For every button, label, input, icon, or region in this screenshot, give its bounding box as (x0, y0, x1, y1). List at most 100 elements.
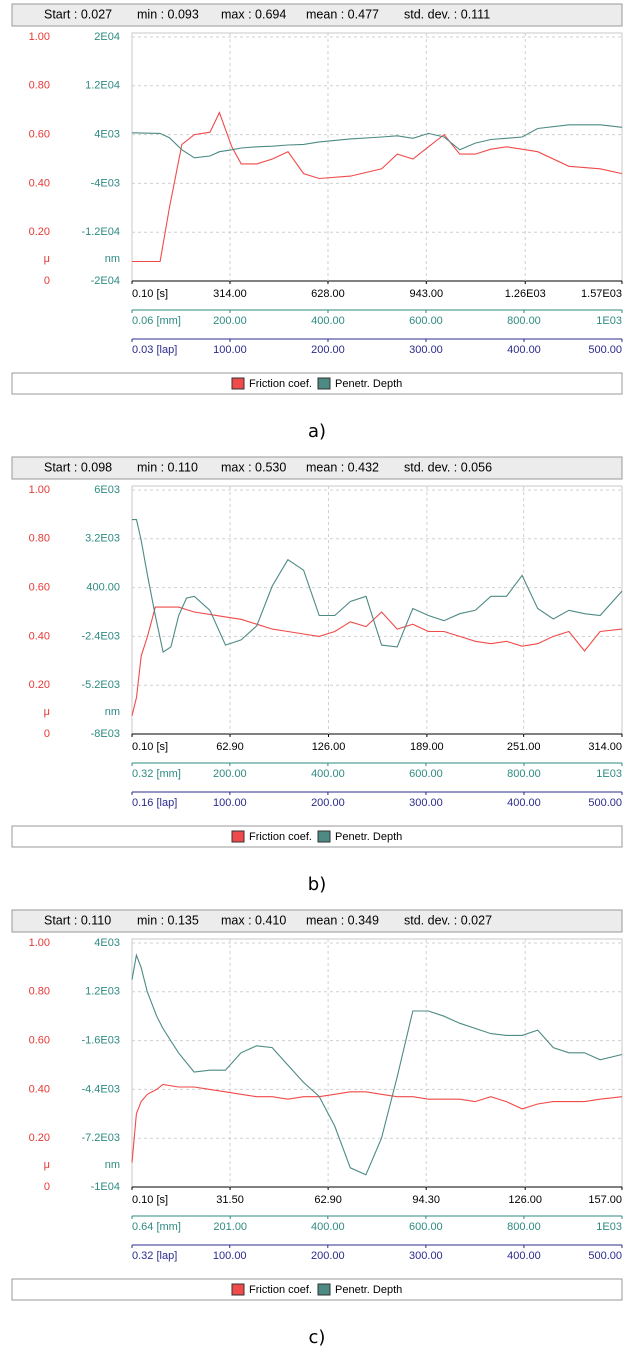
x-tick-label: 100.00 (213, 344, 247, 356)
series-line (131, 953, 623, 1176)
y2-tick-label: 400.00 (86, 582, 120, 594)
y2-tick-label: 4E03 (94, 937, 120, 949)
x-tick-label: 0.06 [mm] (132, 315, 181, 327)
legend-label: Friction coef. (249, 831, 312, 843)
x-tick-label: 314.00 (213, 288, 247, 300)
x-tick-label: 1.26E03 (505, 288, 546, 300)
y-tick-label: 0.60 (29, 582, 50, 594)
stat-text: max : 0.530 (221, 460, 286, 474)
x-tick-label: 1E03 (596, 315, 622, 327)
x-tick-label: 100.00 (213, 797, 247, 809)
x-tick-label: 500.00 (588, 344, 622, 356)
series-line (131, 606, 623, 716)
y2-unit: nm (105, 253, 120, 265)
x-tick-label: 500.00 (588, 1250, 622, 1262)
x-tick-label: 200.00 (311, 1250, 345, 1262)
panel-caption: b) (308, 874, 326, 895)
legend-box (11, 825, 623, 848)
x-tick-label: 200.00 (311, 344, 345, 356)
legend-swatch (231, 830, 245, 843)
y-tick-label: 0 (44, 1181, 50, 1193)
plot-area (131, 32, 623, 282)
stat-text: min : 0.110 (137, 460, 198, 474)
y2-tick-label: 6E03 (94, 484, 120, 496)
x-tick-label: 314.00 (588, 741, 622, 753)
x-tick-label: 400.00 (507, 797, 541, 809)
x-tick-label: 200.00 (213, 768, 247, 780)
legend-label: Penetr. Depth (335, 378, 402, 390)
legend-swatch (317, 830, 331, 843)
stat-text: max : 0.694 (221, 7, 286, 21)
x-tick-label: 1E03 (596, 768, 622, 780)
x-tick-label: 400.00 (311, 768, 345, 780)
x-tick-label: 400.00 (311, 315, 345, 327)
stat-text: std. dev. : 0.056 (404, 460, 492, 474)
x-tick-label: 0.10 [s] (132, 1194, 168, 1206)
legend-swatch (317, 1283, 331, 1296)
y2-tick-label: 3.2E03 (85, 533, 120, 545)
x-tick-label: 100.00 (213, 1250, 247, 1262)
y-tick-label: 0.20 (29, 679, 50, 691)
stat-text: Start : 0.098 (44, 460, 112, 474)
x-tick-label: 0.16 [lap] (132, 797, 177, 809)
x-tick-label: 0.32 [lap] (132, 1250, 177, 1262)
x-tick-label: 800.00 (507, 315, 541, 327)
x-tick-label: 600.00 (409, 768, 443, 780)
stat-text: mean : 0.432 (306, 460, 379, 474)
x-tick-label: 200.00 (311, 797, 345, 809)
y-unit: μ (44, 253, 50, 265)
stat-text: mean : 0.477 (306, 7, 379, 21)
x-tick-label: 0.03 [lap] (132, 344, 177, 356)
y-tick-label: 0.40 (29, 177, 50, 189)
series-line (131, 124, 623, 159)
x-tick-label: 300.00 (409, 344, 443, 356)
y-unit: μ (44, 706, 50, 718)
y2-tick-label: -4.4E03 (81, 1083, 120, 1095)
x-tick-label: 126.00 (312, 741, 346, 753)
y2-tick-label: -1.2E04 (81, 226, 120, 238)
legend-label: Friction coef. (249, 1284, 312, 1296)
y-tick-label: 0.80 (29, 533, 50, 545)
x-tick-label: 189.00 (410, 741, 444, 753)
stat-text: max : 0.410 (221, 913, 286, 927)
chart-panel: Start : 0.110 min : 0.135 max : 0.410 mean … (11, 909, 623, 1348)
y2-tick-label: 1.2E03 (85, 986, 120, 998)
y-tick-label: 1.00 (29, 937, 50, 949)
x-tick-label: 62.90 (216, 741, 244, 753)
x-tick-label: 300.00 (409, 797, 443, 809)
x-tick-label: 400.00 (507, 344, 541, 356)
x-tick-label: 0.10 [s] (132, 741, 168, 753)
x-tick-label: 943.00 (409, 288, 443, 300)
stat-text: Start : 0.110 (44, 913, 111, 927)
y-tick-label: 0.60 (29, 129, 50, 141)
legend-label: Penetr. Depth (335, 1284, 402, 1296)
x-tick-label: 400.00 (507, 1250, 541, 1262)
y2-tick-label: -1E04 (91, 1181, 120, 1193)
y2-tick-label: 1.2E04 (85, 80, 120, 92)
y2-tick-label: 4E03 (94, 129, 120, 141)
x-tick-label: 500.00 (588, 797, 622, 809)
x-tick-label: 400.00 (311, 1221, 345, 1233)
x-tick-label: 62.90 (314, 1194, 342, 1206)
stat-text: min : 0.093 (137, 7, 199, 21)
y-tick-label: 0.80 (29, 80, 50, 92)
y-unit: μ (44, 1159, 50, 1171)
series-line (131, 1083, 623, 1163)
x-tick-label: 800.00 (507, 1221, 541, 1233)
x-tick-label: 31.50 (216, 1194, 244, 1206)
x-tick-label: 0.64 [mm] (132, 1221, 181, 1233)
legend-label: Penetr. Depth (335, 831, 402, 843)
x-tick-label: 200.00 (213, 315, 247, 327)
stats-bar (11, 3, 623, 27)
x-tick-label: 600.00 (409, 315, 443, 327)
x-tick-label: 126.00 (508, 1194, 542, 1206)
series-line (132, 111, 623, 263)
legend-box (11, 372, 623, 395)
x-tick-label: 94.30 (412, 1194, 440, 1206)
panel-caption: a) (308, 421, 326, 442)
x-tick-label: 800.00 (507, 768, 541, 780)
y2-unit: nm (105, 706, 120, 718)
stat-text: mean : 0.349 (306, 913, 379, 927)
x-tick-label: 0.32 [mm] (132, 768, 181, 780)
